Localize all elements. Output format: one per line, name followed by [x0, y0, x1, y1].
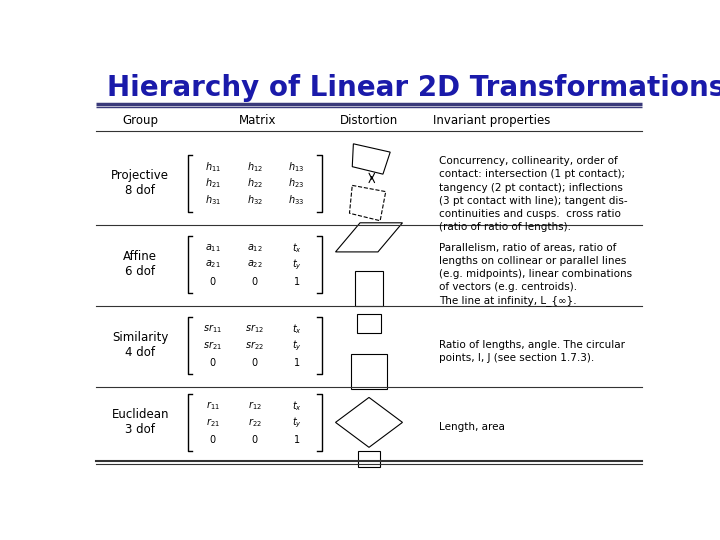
Text: $t_x$: $t_x$	[292, 322, 302, 336]
Bar	[359, 451, 379, 467]
Text: $0$: $0$	[251, 433, 258, 445]
Text: $sr_{12}$: $sr_{12}$	[245, 322, 264, 335]
Text: $t_y$: $t_y$	[292, 415, 302, 430]
Text: Group: Group	[122, 114, 158, 127]
Text: $t_x$: $t_x$	[292, 241, 302, 255]
Text: $0$: $0$	[209, 433, 217, 445]
Text: Projective
8 dof: Projective 8 dof	[111, 170, 169, 197]
Text: $0$: $0$	[251, 275, 258, 287]
Text: $r_{11}$: $r_{11}$	[206, 400, 220, 412]
Text: $1$: $1$	[293, 433, 300, 445]
Text: $sr_{22}$: $sr_{22}$	[245, 339, 264, 352]
Text: $r_{21}$: $r_{21}$	[206, 416, 220, 429]
Text: $a_{22}$: $a_{22}$	[247, 259, 263, 271]
Text: $t_y$: $t_y$	[292, 338, 302, 353]
Text: $h_{22}$: $h_{22}$	[246, 177, 263, 190]
Text: $sr_{21}$: $sr_{21}$	[203, 339, 222, 352]
Text: Matrix: Matrix	[238, 114, 276, 127]
Text: Invariant properties: Invariant properties	[433, 114, 551, 127]
Text: $a_{12}$: $a_{12}$	[247, 242, 263, 254]
Text: Affine
6 dof: Affine 6 dof	[123, 251, 157, 279]
Text: $a_{21}$: $a_{21}$	[204, 259, 221, 271]
Text: $t_y$: $t_y$	[292, 257, 302, 272]
Text: Euclidean
3 dof: Euclidean 3 dof	[112, 408, 169, 436]
Text: Hierarchy of Linear 2D Transformations: Hierarchy of Linear 2D Transformations	[107, 73, 720, 102]
Text: Concurrency, collinearity, order of
contact: intersection (1 pt contact);
tangen: Concurrency, collinearity, order of cont…	[438, 156, 627, 232]
Bar	[357, 314, 381, 333]
Text: $0$: $0$	[209, 356, 217, 368]
Text: $t_x$: $t_x$	[292, 399, 302, 413]
Bar	[355, 271, 383, 306]
Bar	[351, 354, 387, 389]
Text: Distortion: Distortion	[340, 114, 398, 127]
Text: $h_{33}$: $h_{33}$	[288, 193, 305, 207]
Text: $h_{23}$: $h_{23}$	[288, 177, 305, 190]
Text: $a_{11}$: $a_{11}$	[204, 242, 221, 254]
Text: $1$: $1$	[293, 356, 300, 368]
Text: $h_{21}$: $h_{21}$	[204, 177, 221, 190]
Text: $1$: $1$	[293, 275, 300, 287]
Text: $sr_{11}$: $sr_{11}$	[203, 322, 222, 335]
Text: $r_{22}$: $r_{22}$	[248, 416, 261, 429]
Text: $h_{12}$: $h_{12}$	[246, 160, 263, 173]
Text: $h_{13}$: $h_{13}$	[288, 160, 305, 173]
Text: $r_{12}$: $r_{12}$	[248, 400, 261, 412]
Text: $0$: $0$	[251, 356, 258, 368]
Text: Parallelism, ratio of areas, ratio of
lengths on collinear or parallel lines
(e.: Parallelism, ratio of areas, ratio of le…	[438, 243, 632, 307]
Text: Ratio of lengths, angle. The circular
points, I, J (see section 1.7.3).: Ratio of lengths, angle. The circular po…	[438, 340, 625, 363]
Text: Length, area: Length, area	[438, 422, 505, 433]
Text: $h_{31}$: $h_{31}$	[204, 193, 221, 207]
Text: Similarity
4 dof: Similarity 4 dof	[112, 332, 168, 360]
Text: $h_{32}$: $h_{32}$	[246, 193, 263, 207]
Text: $h_{11}$: $h_{11}$	[204, 160, 221, 173]
Text: $0$: $0$	[209, 275, 217, 287]
